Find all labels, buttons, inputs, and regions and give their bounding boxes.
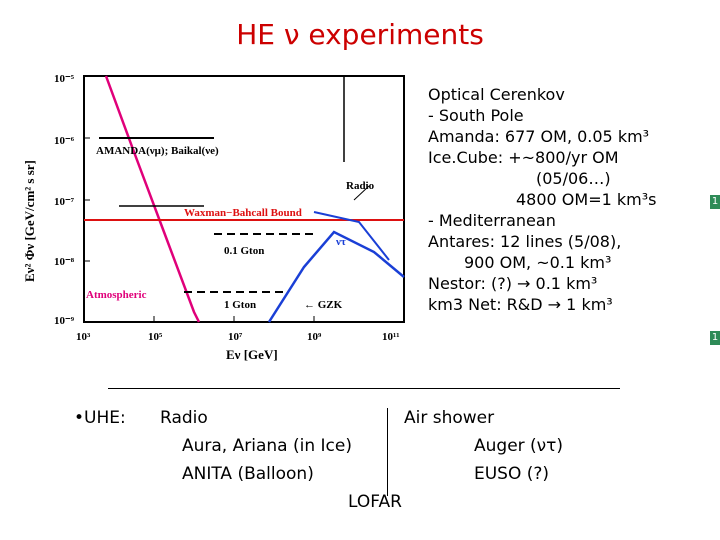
optical-cerenkov-block: Optical Cerenkov - South Pole Amanda: 67…	[412, 84, 656, 315]
uhe-aura: Aura, Ariana (in Ice)	[182, 436, 352, 456]
antares-line: Antares: 12 lines (5/08),	[428, 232, 622, 251]
uhe-air-shower: Air shower	[404, 408, 495, 428]
gton1-label: 1 Gton	[224, 299, 256, 311]
icecube-line-3: 4800 OM=1 km³s	[516, 190, 657, 209]
y-tick-label: 10⁻⁸	[54, 256, 75, 268]
side-marker: 1	[710, 195, 720, 209]
atmospheric-label: Atmospheric	[86, 289, 147, 301]
x-tick-label: 10¹¹	[382, 331, 400, 343]
side-marker: 1	[710, 331, 720, 345]
wb-label: Waxman−Bahcall Bound	[184, 207, 302, 219]
optical-heading: Optical Cerenkov	[428, 85, 565, 104]
y-tick-label: 10⁻⁹	[54, 315, 75, 327]
divider-vertical	[387, 408, 388, 496]
uhe-lofar: LOFAR	[348, 492, 402, 512]
y-tick-label: 10⁻⁶	[54, 135, 75, 147]
amanda-line: Amanda: 677 OM, 0.05 km³	[428, 127, 650, 146]
x-axis-title: Eν [GeV]	[226, 347, 278, 362]
uhe-anita: ANITA (Balloon)	[182, 464, 314, 484]
radio-arrow	[353, 185, 370, 201]
y-tick-label: 10⁻⁷	[54, 196, 75, 208]
gton01-label: 0.1 Gton	[224, 245, 264, 257]
gzk-label: ← GZK	[304, 299, 343, 311]
uhe-euso: EUSO (?)	[474, 464, 550, 484]
gzk-curve	[267, 230, 405, 323]
x-tick-label: 10⁵	[148, 331, 163, 343]
plot-frame	[83, 75, 405, 323]
nutau-curve	[313, 211, 390, 261]
x-tick-label: 10⁷	[228, 331, 243, 343]
slide-title: HE ν experiments	[236, 18, 484, 51]
antares-line-2: 900 OM, ~0.1 km³	[464, 253, 612, 272]
y-axis-title: Eν² Φν [GeV/cm² s sr]	[22, 160, 37, 282]
nestor-line: Nestor: (?) → 0.1 km³	[428, 274, 598, 293]
south-pole-line: - South Pole	[428, 106, 524, 125]
divider-horizontal	[108, 388, 620, 389]
x-tick-label: 10⁹	[307, 331, 322, 343]
nutau-label: ντ	[335, 236, 346, 248]
y-tick-label: 10⁻⁵	[54, 73, 75, 85]
icecube-line: Ice.Cube: +~800/yr OM	[428, 148, 619, 167]
uhe-radio: Radio	[160, 408, 208, 428]
uhe-bullet: •UHE:	[74, 408, 126, 428]
mediterranean-line: - Mediterranean	[428, 211, 556, 230]
icecube-line-2: (05/06…)	[536, 169, 611, 188]
amanda-label: AMANDA(νμ); Baikal(νe)	[96, 145, 219, 157]
x-tick-label: 10³	[76, 331, 91, 343]
radio-label: Radio	[346, 180, 375, 192]
flux-plot: 10⁻⁵ 10⁻⁶ 10⁻⁷ 10⁻⁸ 10⁻⁹ 10³ 10⁵ 10⁷ 10⁹…	[22, 73, 405, 362]
atmospheric-curve	[104, 75, 201, 323]
km3net-line: km3 Net: R&D → 1 km³	[428, 295, 613, 314]
uhe-auger: Auger (ντ)	[474, 436, 564, 456]
